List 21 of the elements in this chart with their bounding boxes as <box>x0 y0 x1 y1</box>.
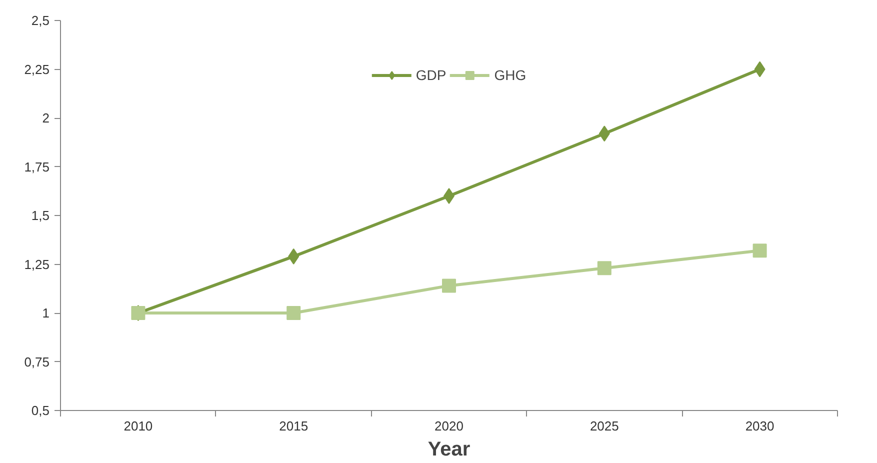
y-tick-label: 0,5 <box>31 403 50 418</box>
y-tick-label: 1,75 <box>24 159 50 174</box>
x-tick-label: 2025 <box>590 418 619 434</box>
point <box>597 261 612 276</box>
point <box>442 278 456 293</box>
x-tick-label: 2010 <box>124 418 153 434</box>
legend-label: GHG <box>494 67 526 83</box>
y-tick-label: 1,25 <box>24 256 50 272</box>
x-axis-title: Year <box>428 438 470 460</box>
y-tick-label: 0,75 <box>24 354 50 370</box>
y-tick-label: 1,5 <box>31 208 50 223</box>
y-tick-label: 2,5 <box>31 13 50 28</box>
x-tick-label: 2015 <box>279 418 308 434</box>
point <box>752 244 767 258</box>
point <box>286 306 301 320</box>
x-tick-label: 2020 <box>434 418 464 434</box>
legend-label: GDP <box>416 67 446 83</box>
y-tick-label: 2,25 <box>24 62 50 77</box>
x-tick-label: 2030 <box>745 418 774 434</box>
y-tick-label: 2 <box>42 110 50 126</box>
y-tick-label: 1 <box>42 306 50 320</box>
